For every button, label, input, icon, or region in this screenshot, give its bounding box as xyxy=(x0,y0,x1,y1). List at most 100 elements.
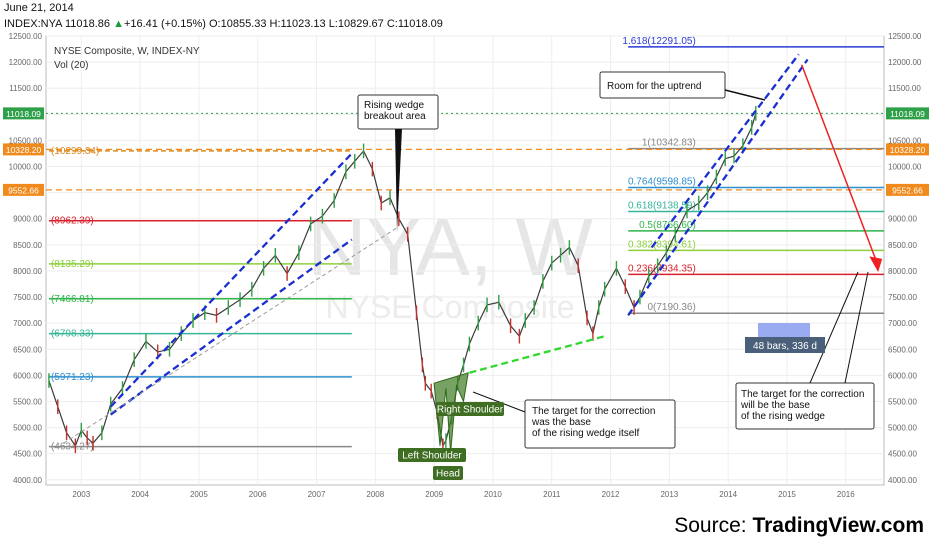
x-tick-label: 2015 xyxy=(778,490,796,499)
y-tick-label-left: 7000.00 xyxy=(13,319,42,328)
callout-target-left xyxy=(524,399,676,449)
wedge-lower-line-right xyxy=(627,58,809,316)
chart-date: June 21, 2014 xyxy=(4,2,74,14)
y-tick-label-left: 8000.00 xyxy=(13,267,42,276)
x-tick-label: 2004 xyxy=(131,490,149,499)
y-tick-label-right: 4500.00 xyxy=(888,450,917,459)
left-shoulder-label-text: Left Shoulder xyxy=(402,451,462,462)
price-badge-right xyxy=(886,107,929,120)
chart-title: NYSE Composite, W, INDEX-NY xyxy=(54,46,200,57)
y-tick-label-left: 11500.00 xyxy=(9,84,42,93)
fib-level-label-left: (6798.33) xyxy=(51,329,94,340)
callout-target-right xyxy=(735,382,875,430)
x-tick-label: 2016 xyxy=(837,490,855,499)
price-badge-label-left: 9552.66 xyxy=(8,185,39,195)
fib-level-label-left: (7466.81) xyxy=(51,294,94,305)
wedge-lower-line-left xyxy=(110,238,353,416)
fib-level-label-right: 1(10342.83) xyxy=(642,138,696,149)
watermark-symbol: NYA, W xyxy=(307,202,593,293)
close-value: C:11018.09 xyxy=(386,18,443,30)
x-tick-label: 2006 xyxy=(249,490,267,499)
x-tick-label: 2012 xyxy=(602,490,620,499)
y-tick-label-right: 5500.00 xyxy=(888,397,917,406)
price-badge-left xyxy=(3,183,44,196)
callout-target-right-pointer-1 xyxy=(809,271,859,384)
last-price: 11018.86 xyxy=(64,18,111,30)
open-value: O:10855.33 xyxy=(208,18,267,30)
price-badge-left xyxy=(3,143,44,156)
volume-legend: Vol (20) xyxy=(54,60,88,71)
price-series-line xyxy=(48,113,757,448)
x-tick-label: 2003 xyxy=(72,490,90,499)
y-tick-label-left: 5000.00 xyxy=(13,424,42,433)
x-tick-label: 2005 xyxy=(190,490,208,499)
y-tick-label-right: 6500.00 xyxy=(888,345,917,354)
source-prefix: Source: xyxy=(674,514,753,537)
y-tick-label-left: 6000.00 xyxy=(13,371,42,380)
bars-range-box xyxy=(758,323,810,337)
y-tick-label-right: 5000.00 xyxy=(888,424,917,433)
bars-range-tag xyxy=(745,337,825,353)
fib-level-label-right: 0.764(9598.85) xyxy=(628,176,696,187)
x-tick-label: 2011 xyxy=(543,490,561,499)
y-tick-label-left: 10500.00 xyxy=(9,136,43,145)
y-tick-label-right: 9000.00 xyxy=(888,215,917,224)
x-tick-label: 2013 xyxy=(660,490,678,499)
y-tick-label-right: 7000.00 xyxy=(888,319,917,328)
price-badge-label-right: 9552.66 xyxy=(892,185,923,195)
y-tick-label-right: 8500.00 xyxy=(888,241,917,250)
left-shoulder-label xyxy=(398,448,466,462)
high-value: H:11023.13 xyxy=(269,18,326,30)
y-tick-label-left: 12000.00 xyxy=(9,58,43,67)
fib-level-label-left: (10299.34) xyxy=(51,146,99,157)
x-tick-label: 2014 xyxy=(719,490,737,499)
y-tick-label-left: 8500.00 xyxy=(13,241,42,250)
y-tick-label-left: 7500.00 xyxy=(13,293,42,302)
x-tick-label: 2010 xyxy=(484,490,502,499)
bars-range-label: 48 bars, 336 d xyxy=(753,341,817,352)
fib-level-label-left: (8135.29) xyxy=(51,259,94,270)
callout-rising-wedge-pointer xyxy=(395,129,402,232)
y-tick-label-right: 7500.00 xyxy=(888,293,917,302)
price-badge-label-left: 10328.20 xyxy=(6,145,42,155)
x-tick-label: 2007 xyxy=(308,490,326,499)
y-tick-label-left: 5500.00 xyxy=(13,397,42,406)
y-tick-label-right: 8000.00 xyxy=(888,267,917,276)
callout-target-right-pointer-2 xyxy=(844,271,869,384)
y-tick-label-left: 4000.00 xyxy=(13,476,42,485)
quote-line: INDEX:NYA 11018.86 ▲+16.41 (+0.15%) O:10… xyxy=(4,18,443,30)
change-up-icon: ▲ xyxy=(113,18,124,30)
watermark-name: NYSE Composite xyxy=(326,289,575,325)
fib-level-label-right: 0.618(9138.59) xyxy=(628,200,696,211)
head-label-text: Head xyxy=(436,469,460,480)
y-tick-label-left: 10000.00 xyxy=(9,163,43,172)
fib-level-label-right: 1.618(12291.05) xyxy=(622,36,695,47)
x-tick-label: 2009 xyxy=(425,490,443,499)
y-tick-label-right: 4000.00 xyxy=(888,476,917,485)
price-badge-right xyxy=(886,143,929,156)
price-badge-label-right: 11018.09 xyxy=(890,109,925,119)
low-value: L:10829.67 xyxy=(328,18,384,30)
price-badge-label-left: 11018.09 xyxy=(6,109,41,119)
symbol[interactable]: INDEX:NYA xyxy=(4,18,62,30)
y-tick-label-left: 4500.00 xyxy=(13,450,42,459)
y-tick-label-right: 11500.00 xyxy=(888,84,921,93)
fib-level-label-right: 0.382(8394.61) xyxy=(628,239,696,250)
wedge-upper-line-left xyxy=(109,152,353,408)
callout-room xyxy=(599,71,726,99)
head-label xyxy=(433,466,463,480)
y-tick-label-right: 6000.00 xyxy=(888,371,917,380)
callout-room-text: Room for the uptrend xyxy=(607,81,702,92)
right-shoulder-label-text: Right Shoulder xyxy=(437,405,504,416)
price-badge-right xyxy=(886,183,929,196)
y-tick-label-left: 6500.00 xyxy=(13,345,42,354)
target-arrow-line xyxy=(800,64,879,266)
wedge-upper-line-right xyxy=(650,53,800,249)
fib-level-label-left: (4634.27) xyxy=(51,442,94,453)
neckline-grey xyxy=(63,226,400,444)
y-tick-label-left: 12500.00 xyxy=(9,32,43,41)
callout-room-pointer xyxy=(724,89,766,101)
price-badge-left xyxy=(3,107,44,120)
source-brand: TradingView.com xyxy=(752,514,924,537)
